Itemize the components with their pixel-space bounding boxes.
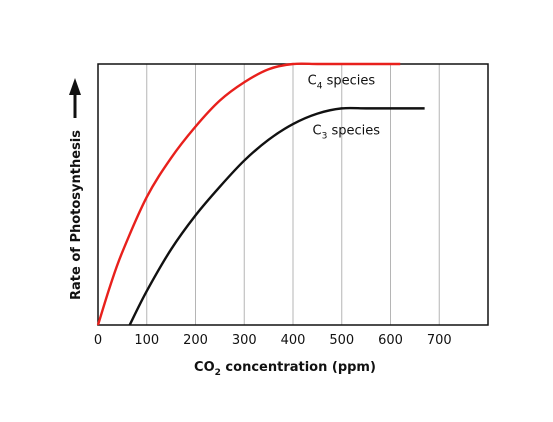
x-axis-title: CO2 concentration (ppm) [194,360,376,378]
y-axis-arrow-icon [69,78,81,95]
x-tick-label: 200 [183,333,208,348]
x-tick-label: 600 [378,333,403,348]
x-tick-label: 100 [134,333,159,348]
series-line-c3 [128,106,425,326]
series-label-c4: C4 species [308,74,376,92]
x-tick-label: 500 [329,333,354,348]
x-tick-label: 700 [427,333,452,348]
series-layer: C4 species C3 species [96,62,425,326]
x-tick-labels: 0 100 200 300 400 500 600 700 [94,333,452,348]
x-tick-label: 0 [94,333,102,348]
y-axis-title: Rate of Photosynthesis [69,130,84,300]
x-tick-label: 400 [281,333,306,348]
x-tick-label: 300 [232,333,257,348]
y-axis-title-group: Rate of Photosynthesis [69,78,84,300]
grid-lines [146,64,440,325]
series-label-c3: C3 species [313,123,381,141]
series-line-c4 [96,62,401,326]
